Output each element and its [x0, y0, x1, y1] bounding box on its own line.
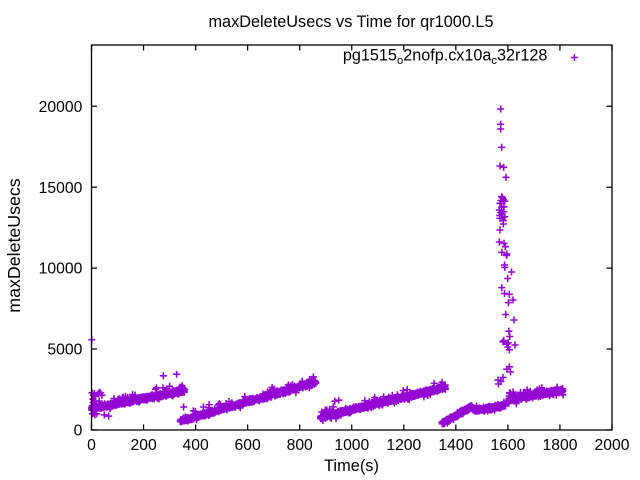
svg-text:pg1515o2nofp.cx10ac32r128: pg1515o2nofp.cx10ac32r128: [343, 46, 547, 66]
svg-text:1000: 1000: [334, 437, 369, 454]
svg-text:1200: 1200: [386, 437, 421, 454]
svg-text:2000: 2000: [595, 437, 630, 454]
svg-text:0: 0: [74, 423, 83, 440]
svg-text:1800: 1800: [543, 437, 578, 454]
svg-text:200: 200: [131, 437, 157, 454]
svg-text:0: 0: [87, 437, 96, 454]
svg-text:400: 400: [183, 437, 209, 454]
svg-text:800: 800: [287, 437, 313, 454]
svg-text:maxDeleteUsecs vs Time for qr1: maxDeleteUsecs vs Time for qr1000.L5: [208, 13, 493, 31]
svg-text:10000: 10000: [39, 261, 83, 278]
svg-text:maxDeleteUsecs: maxDeleteUsecs: [4, 178, 24, 313]
svg-text:1400: 1400: [438, 437, 473, 454]
svg-text:600: 600: [235, 437, 261, 454]
svg-text:Time(s): Time(s): [324, 457, 379, 475]
svg-text:15000: 15000: [39, 180, 83, 197]
svg-text:20000: 20000: [39, 99, 83, 116]
svg-text:5000: 5000: [47, 342, 82, 359]
svg-text:1600: 1600: [490, 437, 525, 454]
